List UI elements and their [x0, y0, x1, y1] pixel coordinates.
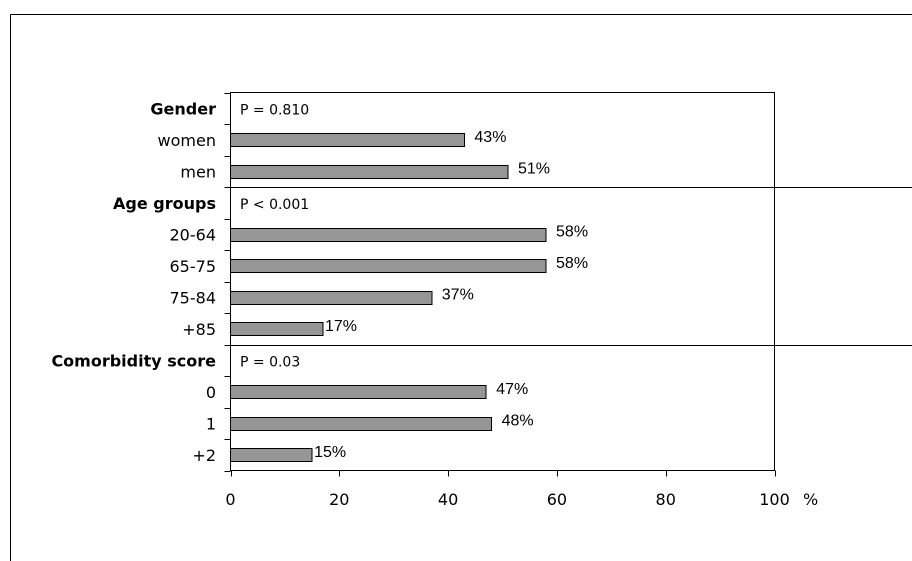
data-label: 47%: [496, 381, 528, 398]
bar: [230, 291, 433, 305]
x-axis: % 0 20 40 60 80 100: [225, 490, 818, 509]
p-value-label: P = 0.810: [240, 102, 309, 118]
x-tick-label: 80: [656, 490, 676, 509]
bar: [230, 448, 313, 462]
bar: [230, 228, 547, 242]
category-label: 75-84: [170, 288, 217, 307]
category-label: +85: [182, 320, 216, 339]
category-label: 20-64: [170, 225, 217, 244]
bars: [230, 133, 547, 462]
category-label: 1: [206, 414, 216, 433]
group-titles: Gender Age groups Comorbidity score: [51, 99, 216, 370]
data-label: 17%: [325, 318, 357, 335]
group-title: Gender: [150, 99, 216, 118]
group-separators: [224, 187, 912, 346]
bar: [230, 133, 465, 147]
x-axis-unit: %: [803, 490, 818, 509]
group-title: Comorbidity score: [51, 351, 216, 370]
p-values: P = 0.810 P < 0.001 P = 0.03: [240, 102, 309, 370]
data-label: 48%: [502, 412, 534, 429]
data-label: 51%: [518, 160, 550, 177]
group-title: Age groups: [113, 194, 216, 213]
category-label: women: [158, 131, 216, 150]
plot-area: [230, 92, 775, 471]
data-label: 15%: [314, 444, 346, 461]
x-tick-label: 40: [438, 490, 458, 509]
category-label: men: [180, 162, 216, 181]
p-value-label: P < 0.001: [240, 197, 309, 213]
bar: [230, 165, 509, 179]
category-label: +2: [192, 446, 216, 465]
bar: [230, 322, 324, 336]
category-label: 65-75: [170, 257, 217, 276]
data-label: 37%: [442, 286, 474, 303]
x-tick-label: 20: [329, 490, 349, 509]
p-value-label: P = 0.03: [240, 354, 300, 370]
bar: [230, 417, 493, 431]
data-label: 43%: [474, 129, 506, 146]
bar: [230, 259, 547, 273]
x-tick-label: 100: [759, 490, 790, 509]
data-label: 58%: [556, 223, 588, 240]
category-label: 0: [206, 383, 216, 402]
bar: [230, 385, 487, 399]
axis-ticks: [224, 93, 776, 477]
data-labels: 43% 51% 58% 58% 37% 17% 47% 48% 15%: [314, 129, 588, 461]
x-tick-label: 60: [547, 490, 567, 509]
category-labels: women men 20-64 65-75 75-84 +85 0 1 +2: [158, 131, 216, 465]
x-tick-label: 0: [225, 490, 235, 509]
data-label: 58%: [556, 255, 588, 272]
